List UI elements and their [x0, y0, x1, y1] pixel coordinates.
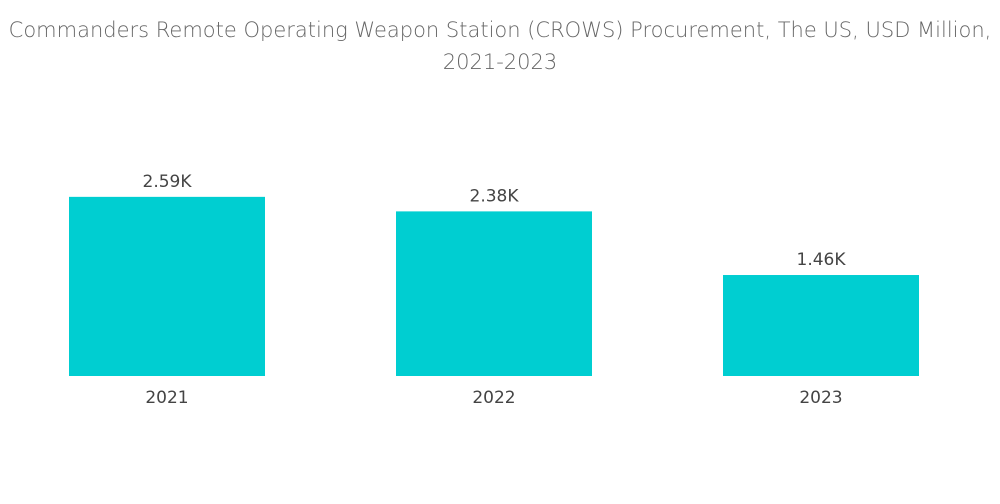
bar-2022	[396, 211, 592, 376]
x-tick-label-2023: 2023	[799, 388, 842, 408]
bar-2023	[723, 275, 919, 376]
x-tick-label-2021: 2021	[145, 388, 188, 408]
x-tick-label-2022: 2022	[472, 388, 515, 408]
data-label-2021: 2.59K	[143, 172, 193, 192]
data-label-2023: 1.46K	[797, 250, 847, 270]
chart-title: Commanders Remote Operating Weapon Stati…	[8, 18, 992, 74]
bar-2021	[69, 196, 265, 376]
data-label-2022: 2.38K	[470, 186, 520, 206]
